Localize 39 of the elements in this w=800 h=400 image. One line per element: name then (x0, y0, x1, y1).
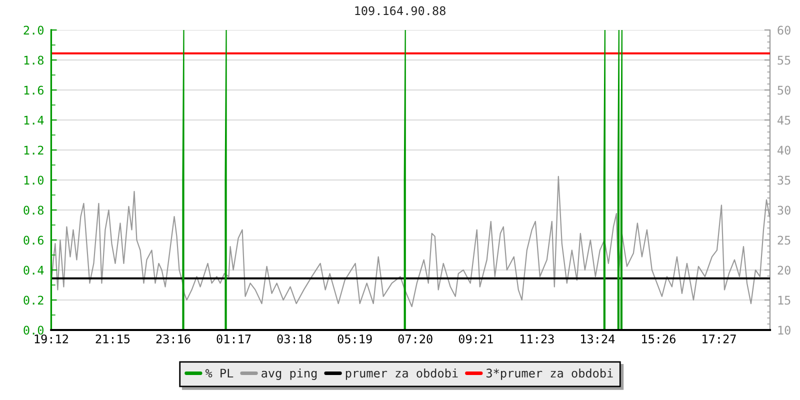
y2-tick-label: 60 (778, 26, 790, 35)
y-tick-label: 0.6 (24, 236, 44, 245)
y2-tick-label: 20 (778, 266, 790, 275)
x-tick-label: 17:27 (702, 334, 736, 344)
y2-tick-label: 35 (778, 176, 790, 185)
y-tick-label: 0.4 (24, 266, 44, 275)
y-tick-label: 1.6 (24, 86, 44, 95)
y2-tick-label: 25 (778, 236, 790, 245)
y2-tick-label: 40 (778, 146, 790, 155)
x-tick-label: 15:26 (642, 334, 676, 344)
x-tick-label: 23:16 (156, 334, 190, 344)
y2-tick-label: 15 (778, 296, 790, 305)
x-tick-label: 03:18 (277, 334, 312, 344)
legend-label: % PL (205, 368, 234, 378)
y-tick-label: 0.8 (24, 206, 44, 215)
y-tick-label: 1.8 (24, 56, 44, 65)
y2-tick-label: 30 (778, 206, 790, 215)
x-tick-label: 01:17 (216, 334, 251, 344)
y-tick-label: 0.2 (24, 296, 44, 305)
x-tick-label: 11:23 (520, 334, 554, 344)
legend-label: avg ping (262, 368, 317, 380)
y-tick-label: 2.0 (24, 26, 44, 35)
legend-label: prumer za obdobi (346, 368, 458, 380)
legend-label: 3*prumer za obdobi (486, 368, 613, 380)
y-tick-label: 0.0 (24, 326, 44, 335)
x-tick-label: 13:24 (581, 334, 615, 344)
y-tick-label: 1.4 (24, 116, 44, 125)
x-tick-label: 09:21 (458, 334, 493, 344)
x-tick-label: 07:20 (398, 334, 432, 344)
y2-tick-label: 10 (778, 326, 790, 335)
y2-tick-label: 45 (778, 116, 790, 125)
y2-tick-label: 50 (778, 86, 790, 95)
x-tick-label: 19:12 (34, 334, 68, 344)
y-tick-label: 1.2 (24, 146, 44, 155)
chart-title: 109.164.90.88 (355, 6, 446, 16)
y-tick-label: 1.0 (24, 176, 44, 185)
y2-tick-label: 55 (778, 56, 790, 65)
x-tick-label: 05:19 (338, 334, 372, 344)
x-tick-label: 21:15 (96, 334, 130, 344)
